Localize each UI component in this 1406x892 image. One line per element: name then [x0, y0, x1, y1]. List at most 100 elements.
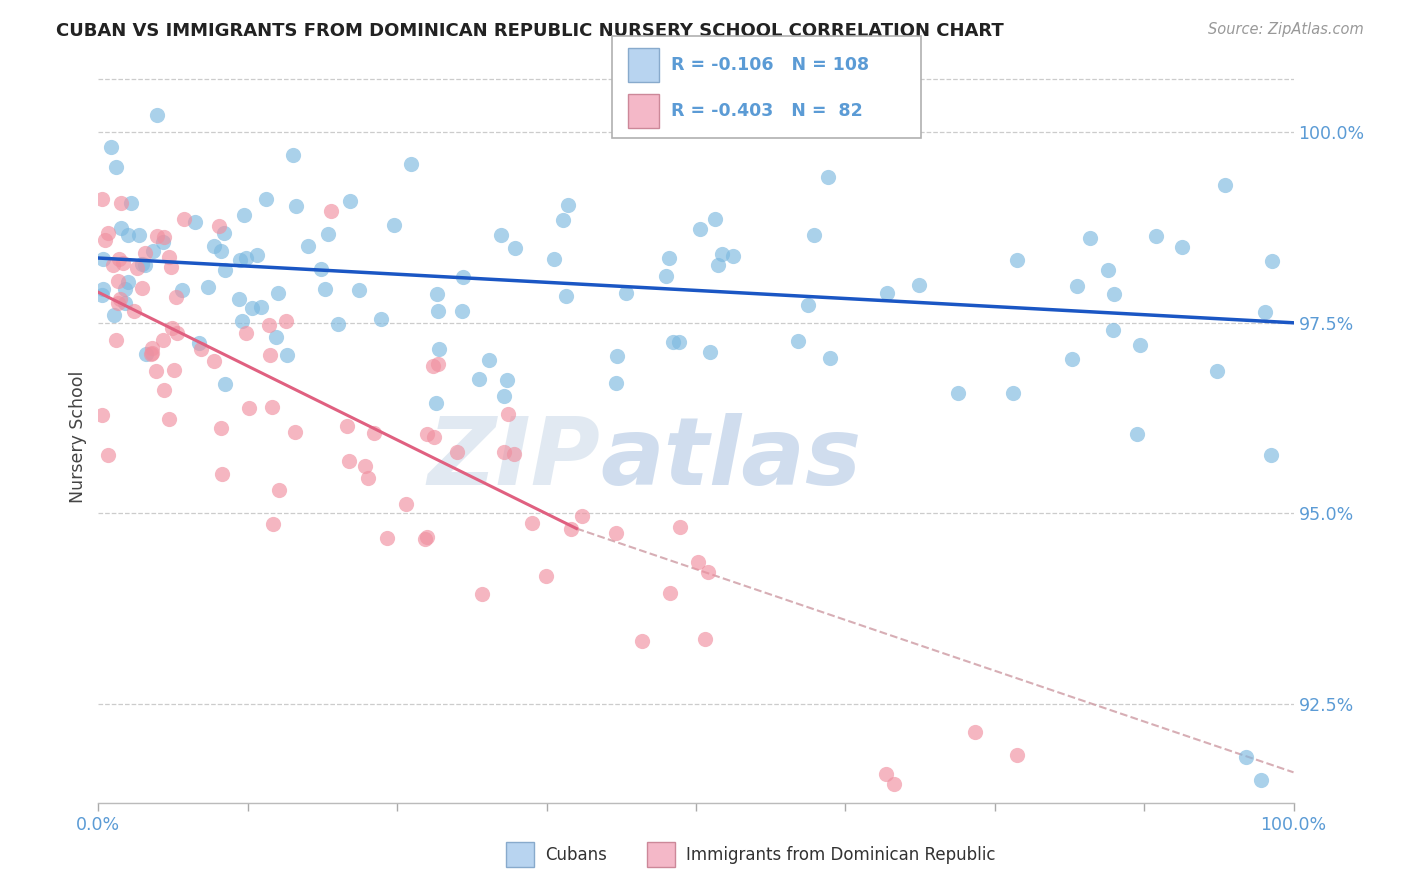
Point: [326, 318, 349, 332]
Point: [238, 401, 260, 416]
Point: [240, 301, 263, 316]
Point: [1234, 750, 1257, 764]
Point: [117, 228, 139, 243]
Point: [235, 251, 257, 265]
Point: [416, 426, 439, 441]
Point: [91, 252, 114, 266]
Point: [297, 239, 319, 253]
Point: [135, 347, 157, 361]
Point: [152, 235, 174, 249]
Point: [1007, 253, 1029, 268]
Point: [560, 523, 582, 537]
Point: [496, 373, 519, 387]
Point: [357, 471, 380, 485]
Point: [153, 230, 176, 244]
Point: [492, 389, 515, 403]
Point: [163, 363, 186, 377]
Point: [554, 289, 576, 303]
Point: [1260, 448, 1282, 462]
Point: [631, 633, 654, 648]
Point: [209, 421, 232, 435]
Point: [817, 170, 839, 185]
Point: [281, 148, 304, 162]
Point: [339, 194, 361, 208]
Point: [606, 349, 628, 363]
Point: [260, 400, 283, 414]
Point: [131, 281, 153, 295]
Point: [91, 282, 114, 296]
Point: [689, 222, 711, 236]
Point: [276, 348, 298, 362]
Point: [605, 525, 627, 540]
Point: [145, 363, 167, 377]
Point: [110, 196, 132, 211]
Point: [553, 212, 575, 227]
Point: [231, 313, 253, 327]
Point: [146, 108, 169, 122]
Point: [699, 345, 721, 359]
Point: [543, 252, 565, 266]
Point: [188, 336, 211, 351]
Point: [141, 341, 163, 355]
Point: [259, 318, 281, 332]
Point: [229, 253, 252, 268]
Point: [446, 444, 468, 458]
Point: [228, 293, 250, 307]
Text: Immigrants from Dominican Republic: Immigrants from Dominican Republic: [686, 846, 995, 863]
Point: [97, 226, 120, 240]
Point: [142, 244, 165, 258]
Point: [370, 312, 392, 326]
Point: [141, 346, 163, 360]
Point: [668, 335, 690, 350]
Point: [162, 321, 184, 335]
Point: [166, 326, 188, 341]
Text: Source: ZipAtlas.com: Source: ZipAtlas.com: [1208, 22, 1364, 37]
Point: [146, 229, 169, 244]
Point: [267, 483, 290, 498]
Point: [262, 517, 284, 532]
Point: [426, 287, 449, 301]
Point: [496, 407, 519, 421]
Point: [111, 256, 134, 270]
Point: [803, 227, 825, 242]
Text: R = -0.106   N = 108: R = -0.106 N = 108: [671, 56, 869, 74]
Point: [197, 280, 219, 294]
Point: [721, 249, 744, 263]
Point: [184, 215, 207, 229]
Point: [1144, 229, 1167, 244]
Point: [908, 277, 931, 292]
Point: [1078, 231, 1101, 245]
Point: [963, 725, 986, 739]
Y-axis label: Nursery School: Nursery School: [69, 371, 87, 503]
Point: [706, 258, 728, 272]
Point: [1171, 240, 1194, 254]
Point: [413, 533, 436, 547]
Point: [686, 555, 709, 569]
Point: [125, 260, 148, 275]
Point: [254, 192, 277, 206]
Point: [103, 308, 125, 322]
Point: [502, 447, 524, 461]
Point: [658, 251, 681, 265]
Point: [134, 259, 156, 273]
Point: [211, 467, 233, 482]
Point: [605, 376, 627, 390]
Point: [211, 244, 233, 259]
Point: [697, 565, 720, 579]
Point: [946, 386, 969, 401]
Point: [710, 247, 733, 261]
Point: [321, 204, 343, 219]
Point: [190, 342, 212, 356]
Point: [105, 333, 128, 347]
Point: [314, 282, 336, 296]
Point: [401, 157, 423, 171]
Point: [337, 454, 360, 468]
Point: [427, 303, 450, 318]
Point: [114, 282, 136, 296]
Point: [382, 218, 405, 232]
Point: [614, 285, 637, 300]
Point: [160, 260, 183, 275]
Point: [468, 372, 491, 386]
Point: [107, 274, 129, 288]
Point: [157, 412, 180, 426]
